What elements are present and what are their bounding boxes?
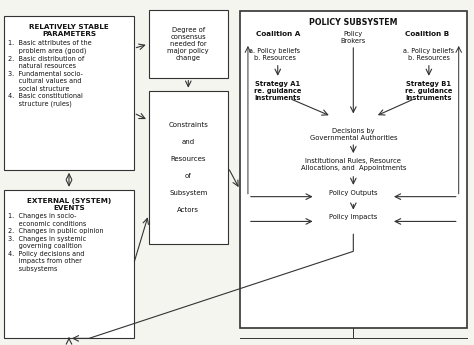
FancyBboxPatch shape <box>240 11 466 328</box>
Text: Policy Outputs: Policy Outputs <box>329 190 378 196</box>
Text: a. Policy beliefs
b. Resources: a. Policy beliefs b. Resources <box>249 48 300 61</box>
Text: Coalition A: Coalition A <box>255 31 300 37</box>
Text: Strategy A1
re. guidance
instruments: Strategy A1 re. guidance instruments <box>254 81 301 101</box>
FancyBboxPatch shape <box>4 16 134 170</box>
FancyBboxPatch shape <box>4 190 134 338</box>
Text: 1.  Changes in socio-
     economic conditions
2.  Changes in public opinion
3. : 1. Changes in socio- economic conditions… <box>9 214 104 272</box>
Text: Constraints

and

Resources

of

Subsystem

Actors: Constraints and Resources of Subsystem A… <box>168 122 208 213</box>
Text: Degree of
consensus
needed for
major policy
change: Degree of consensus needed for major pol… <box>167 27 209 61</box>
Text: POLICY SUBSYSTEM: POLICY SUBSYSTEM <box>309 18 398 27</box>
Text: Coalition B: Coalition B <box>405 31 449 37</box>
Text: EXTERNAL (SYSTEM)
EVENTS: EXTERNAL (SYSTEM) EVENTS <box>27 198 111 211</box>
Text: a. Policy beliefs
b. Resources: a. Policy beliefs b. Resources <box>403 48 455 61</box>
Text: Policy Impacts: Policy Impacts <box>329 215 377 220</box>
Text: Policy
Brokers: Policy Brokers <box>341 31 366 44</box>
Text: 1.  Basic attributes of the
     problem area (good)
2.  Basic distribution of
 : 1. Basic attributes of the problem area … <box>9 40 92 107</box>
FancyBboxPatch shape <box>148 91 228 244</box>
Text: Decisions by
Governmental Authorities: Decisions by Governmental Authorities <box>310 128 397 141</box>
Text: Strategy B1
re. guidance
instruments: Strategy B1 re. guidance instruments <box>405 81 453 101</box>
Text: RELATIVELY STABLE
PARAMETERS: RELATIVELY STABLE PARAMETERS <box>29 24 109 37</box>
Text: Institutional Rules, Resource
Allocations, and  Appointments: Institutional Rules, Resource Allocation… <box>301 158 406 171</box>
FancyBboxPatch shape <box>148 10 228 78</box>
